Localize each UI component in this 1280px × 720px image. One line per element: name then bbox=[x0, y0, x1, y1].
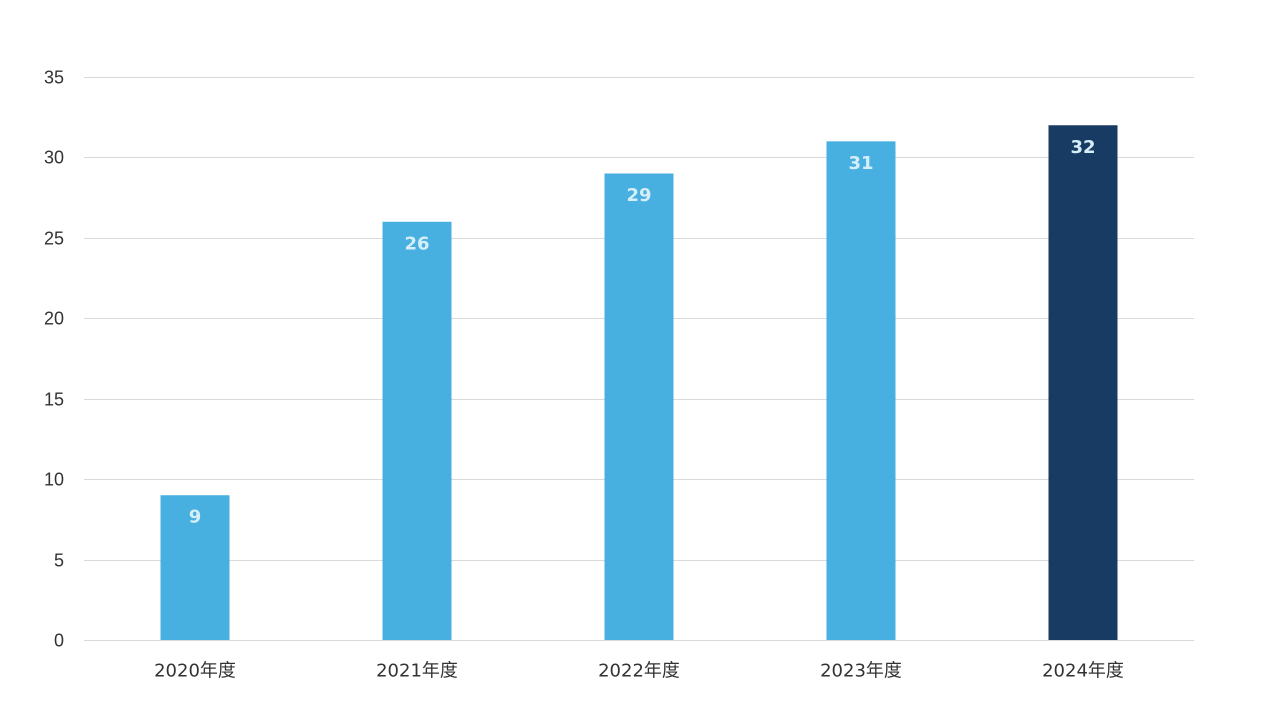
x-tick-label: 2021年度 bbox=[376, 661, 458, 682]
y-tick-label: 5 bbox=[54, 551, 64, 571]
x-tick-label: 2024年度 bbox=[1042, 661, 1124, 682]
y-tick-label: 15 bbox=[44, 390, 64, 410]
bar-2024年度 bbox=[1048, 125, 1118, 640]
data-label: 32 bbox=[1070, 137, 1095, 158]
y-tick-label: 20 bbox=[44, 309, 64, 329]
y-tick-label: 0 bbox=[54, 631, 64, 651]
data-label: 9 bbox=[189, 507, 202, 528]
y-axis-ticks: 0 5 10 15 20 25 30 35 bbox=[44, 68, 64, 651]
y-tick-label: 30 bbox=[44, 148, 64, 168]
y-tick-label: 10 bbox=[44, 470, 64, 490]
bar-2022年度 bbox=[604, 173, 674, 640]
data-label: 31 bbox=[848, 153, 873, 174]
bar-2020年度 bbox=[160, 495, 230, 640]
data-label: 26 bbox=[404, 233, 429, 254]
x-tick-label: 2020年度 bbox=[154, 661, 236, 682]
y-tick-label: 35 bbox=[44, 68, 64, 88]
bar-2023年度 bbox=[826, 141, 896, 641]
data-label: 29 bbox=[626, 185, 651, 206]
y-tick-label: 25 bbox=[44, 229, 64, 249]
bar-2021年度 bbox=[382, 221, 452, 640]
x-tick-label: 2023年度 bbox=[820, 661, 902, 682]
data-labels: 9 26 29 31 32 bbox=[189, 137, 1096, 528]
bars bbox=[160, 125, 1118, 641]
x-axis-ticks: 2020年度 2021年度 2022年度 2023年度 2024年度 bbox=[154, 661, 1124, 682]
x-tick-label: 2022年度 bbox=[598, 661, 680, 682]
